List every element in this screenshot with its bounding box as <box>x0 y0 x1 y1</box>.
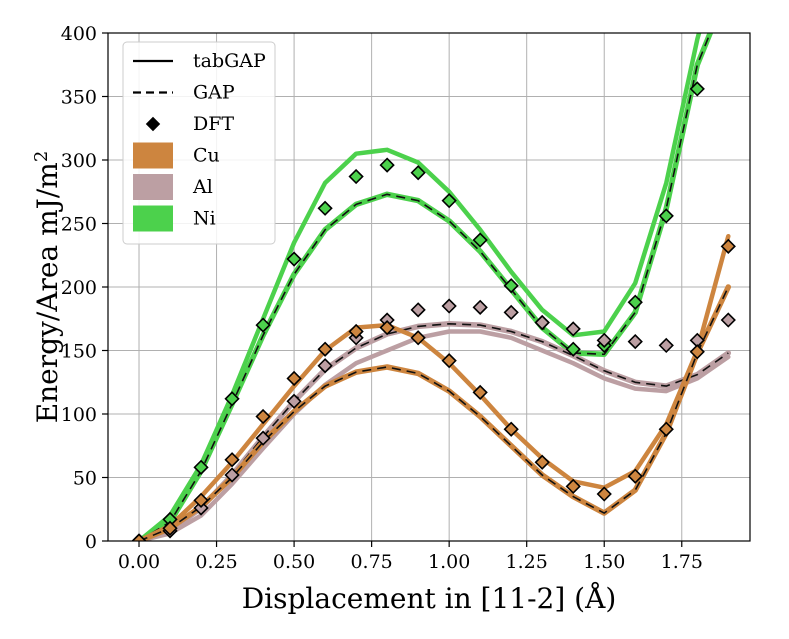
y-axis-title-text: Energy/Area mJ/m <box>31 162 64 423</box>
cu-dft-point <box>255 408 271 425</box>
legend-al-swatch <box>133 174 173 200</box>
cu-dft-point <box>627 468 643 484</box>
cu-dft-point <box>193 492 209 508</box>
cu-dft-point <box>224 452 240 468</box>
cu-dft-point <box>503 421 519 437</box>
al-gap-line-dash <box>138 322 729 541</box>
x-tick-label: 1.75 <box>661 551 703 573</box>
ni-dft-point <box>658 208 674 224</box>
y-axis-title-superscript: 2 <box>31 151 52 162</box>
legend: tabGAP GAP DFT Cu Al Ni <box>122 41 276 245</box>
legend-dft-label: DFT <box>193 113 234 135</box>
y-tick-label: 0 <box>85 531 97 553</box>
cu-dft-point <box>410 330 426 346</box>
cu-dft-point <box>317 341 333 357</box>
x-tick-label: 1.00 <box>428 551 470 573</box>
cu-dft-point <box>534 454 550 470</box>
legend-cu-swatch <box>133 142 173 169</box>
y-tick-label: 350 <box>61 87 97 109</box>
ni-tabgap-line <box>136 33 702 541</box>
al-dft-point <box>410 302 426 318</box>
ni-dft-point <box>224 391 240 407</box>
ni-dft-point <box>317 200 333 216</box>
cu-dft-point <box>348 323 364 340</box>
al-dft-point <box>658 337 674 354</box>
plot-area <box>131 33 736 541</box>
ni-dft-point <box>286 251 302 267</box>
al-dft-point <box>720 312 736 328</box>
legend-tabgap-label: tabGAP <box>193 50 266 72</box>
y-tick-label: 400 <box>61 23 97 45</box>
legend-dft-swatch <box>145 116 161 132</box>
cu-dft-point <box>720 238 736 254</box>
x-tick-label: 1.50 <box>583 551 625 573</box>
cu-dft-point <box>441 353 457 369</box>
cu-dft-point <box>379 320 395 336</box>
al-dft-point <box>286 393 302 409</box>
al-dft-point <box>596 332 612 348</box>
y-tick-label: 250 <box>61 214 97 236</box>
x-tick-label: 0.00 <box>118 551 160 573</box>
ni-dft-point <box>503 278 519 294</box>
x-tick-label: 0.25 <box>195 551 237 573</box>
cu-dft-point <box>596 486 612 502</box>
axis-ticks: 0.00 0.25 0.50 0.75 1.00 1.25 1.50 1.75 0 50 100 15… <box>61 23 703 573</box>
al-dft-point <box>503 304 519 321</box>
al-gap-line-base <box>136 321 732 541</box>
al-dft-point <box>627 333 643 350</box>
cu-dft-point <box>565 478 581 495</box>
ni-dft-point <box>565 341 581 357</box>
al-dft-point <box>472 299 488 315</box>
al-dft-point <box>565 321 581 337</box>
ni-dft-point <box>379 157 395 173</box>
x-tick-label: 1.25 <box>506 551 548 573</box>
al-dft-point <box>224 467 240 483</box>
x-tick-label: 0.50 <box>273 551 315 573</box>
cu-dft-point <box>286 370 302 387</box>
cu-dft-point <box>658 421 674 437</box>
legend-ni-label: Ni <box>193 208 216 230</box>
y-axis-title: Energy/Area mJ/m2 <box>31 151 64 424</box>
ni-dft-point <box>689 81 705 97</box>
y-tick-label: 300 <box>61 150 97 172</box>
x-axis-title: Displacement in [11-2] (Å) <box>242 582 617 615</box>
al-dft-point <box>534 314 550 331</box>
ni-dft-point <box>348 168 364 185</box>
x-tick-label: 0.75 <box>350 551 392 573</box>
cu-dft-point <box>472 384 488 401</box>
al-tabgap-line <box>136 329 731 541</box>
ni-dft-point <box>255 317 271 333</box>
ni-dft-point <box>441 193 457 209</box>
y-tick-label: 150 <box>61 341 97 363</box>
al-dft-point <box>255 430 271 446</box>
ni-dft-point <box>193 459 209 475</box>
y-tick-label: 50 <box>73 468 97 490</box>
y-tick-label: 100 <box>61 404 97 426</box>
legend-cu-label: Cu <box>193 145 220 167</box>
ni-dft-point <box>410 165 426 181</box>
cu-gap-line-dash <box>138 286 730 541</box>
al-dft-point <box>441 298 457 314</box>
al-dft-point <box>317 358 333 374</box>
legend-gap-label: GAP <box>193 82 235 104</box>
ni-dft-point <box>472 232 488 248</box>
cu-dft-point <box>689 344 705 360</box>
ni-gap-line-dash <box>138 33 712 541</box>
y-tick-label: 200 <box>61 277 97 299</box>
cu-dft-point <box>131 533 147 541</box>
cu-dft-point <box>162 520 178 536</box>
legend-ni-swatch <box>133 205 173 232</box>
legend-al-label: Al <box>192 176 213 198</box>
ni-dft-point <box>627 294 643 310</box>
